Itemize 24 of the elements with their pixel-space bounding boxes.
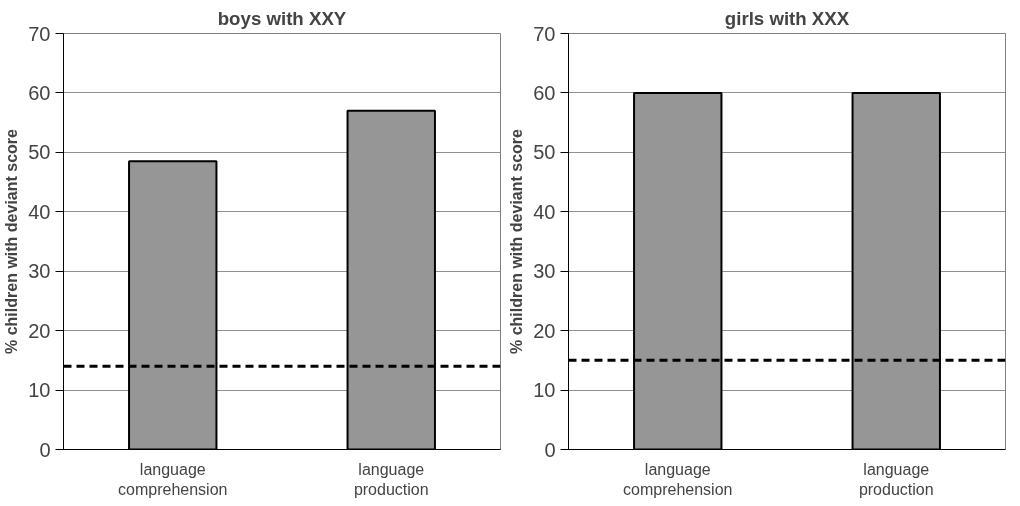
y-tick-label: 60 (533, 81, 556, 104)
y-tick-label: 30 (533, 260, 556, 283)
chart-title: boys with XXY (217, 7, 347, 29)
x-tick-label: language comprehension (623, 460, 733, 498)
y-tick-label: 50 (533, 141, 556, 164)
y-tick-label: 20 (28, 319, 51, 342)
y-tick-label: 0 (39, 438, 51, 461)
y-tick-label: 70 (533, 22, 556, 45)
y-tick-label: 50 (28, 141, 51, 164)
x-tick-label: language production (353, 460, 429, 498)
y-tick-label: 30 (28, 260, 51, 283)
y-tick-label: 10 (28, 379, 51, 402)
y-tick-label: 0 (544, 438, 556, 461)
y-tick-label: 20 (533, 319, 556, 342)
y-tick-label: 70 (28, 22, 51, 45)
chart-title: girls with XXX (724, 7, 850, 29)
y-tick-label: 40 (28, 200, 51, 223)
y-axis-title: % children with deviant score (3, 128, 21, 354)
y-tick-label: 10 (533, 379, 556, 402)
y-tick-label: 60 (28, 81, 51, 104)
y-axis-title: % children with deviant score (508, 128, 526, 354)
x-tick-label: language comprehension (118, 460, 228, 498)
x-tick-label: language production (858, 460, 934, 498)
y-tick-label: 40 (533, 200, 556, 223)
